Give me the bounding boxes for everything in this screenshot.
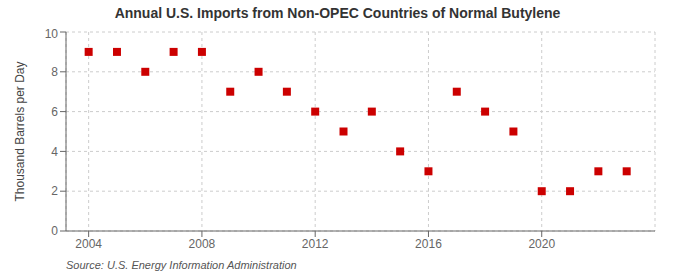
svg-text:10: 10 bbox=[45, 27, 59, 41]
svg-text:2012: 2012 bbox=[302, 237, 329, 251]
svg-text:0: 0 bbox=[51, 224, 58, 238]
html-text:Annual U.S. Imports from Non-O: Annual U.S. Imports from Non-OPEC Countr… bbox=[114, 5, 561, 21]
html-text:Source: U.S. Energy Informatio: Source: U.S. Energy Information Administ… bbox=[66, 259, 297, 271]
svg-text:2016: 2016 bbox=[415, 237, 442, 251]
svg-text:8: 8 bbox=[51, 65, 58, 79]
svg-text:Thousand Barrels per Day: Thousand Barrels per Day bbox=[13, 61, 27, 201]
svg-text:2008: 2008 bbox=[189, 237, 216, 251]
svg-text:2004: 2004 bbox=[75, 237, 102, 251]
svg-text:2: 2 bbox=[51, 184, 58, 198]
svg-text:6: 6 bbox=[51, 105, 58, 119]
svg-text:2020: 2020 bbox=[528, 237, 555, 251]
svg-text:4: 4 bbox=[51, 145, 58, 159]
